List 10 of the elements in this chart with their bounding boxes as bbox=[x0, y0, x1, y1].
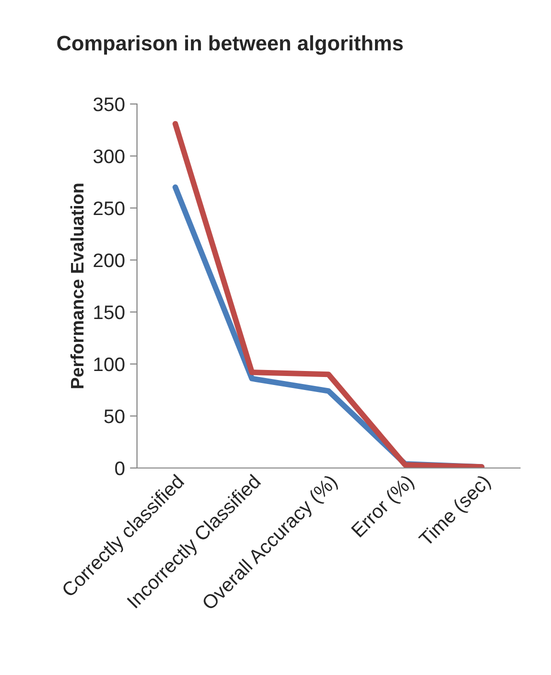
chart-title: Comparison in between algorithms bbox=[57, 35, 403, 55]
y-tick-label: 100 bbox=[94, 357, 124, 372]
y-axis-title: Performance Evaluation bbox=[70, 184, 84, 388]
y-tick-label: 200 bbox=[94, 253, 124, 268]
y-tick-label: 300 bbox=[93, 149, 124, 164]
y-tick-label: 50 bbox=[104, 409, 124, 424]
y-tick-label: 250 bbox=[94, 201, 124, 216]
y-tick-label: 150 bbox=[94, 305, 124, 320]
y-tick-label: 350 bbox=[93, 97, 124, 112]
y-tick-label: 0 bbox=[115, 461, 124, 476]
